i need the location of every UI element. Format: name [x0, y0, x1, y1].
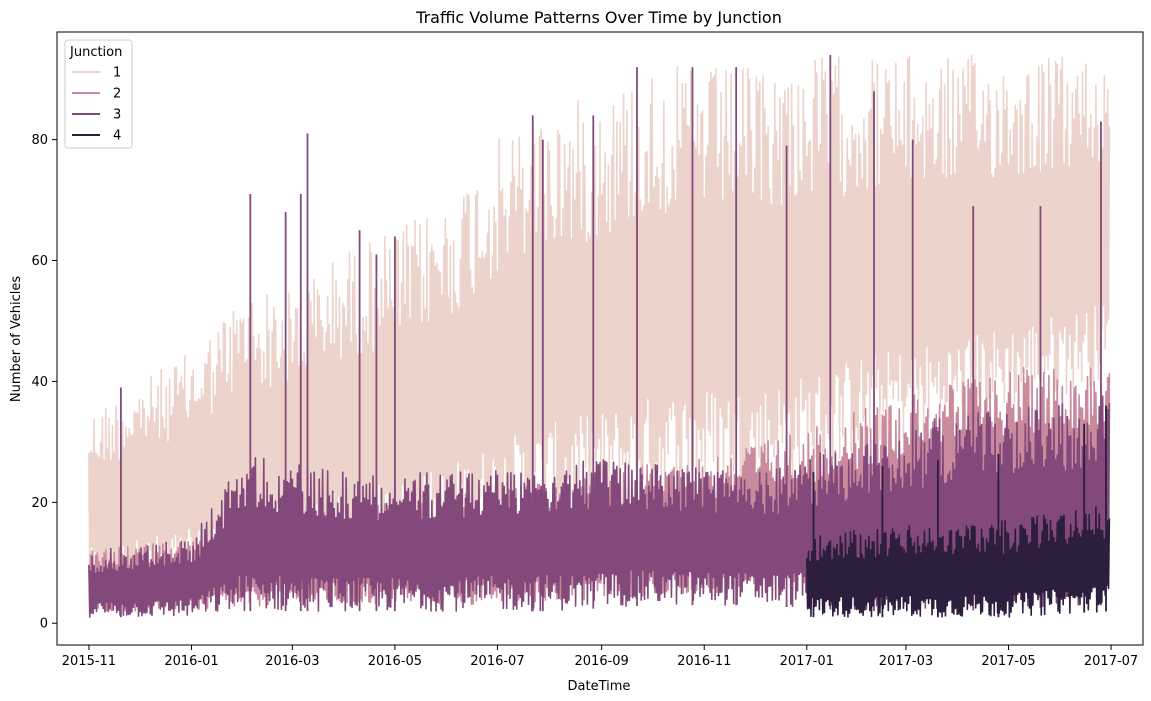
y-tick-label: 20 [31, 496, 48, 511]
series-line-junction-1 [88, 54, 1111, 588]
series-line-junction-4 [805, 506, 1111, 618]
x-tick-label: 2017-07 [1084, 654, 1138, 669]
series-line-junction-3 [88, 395, 1111, 618]
x-tick-label: 2016-09 [575, 654, 629, 669]
chart-title: Traffic Volume Patterns Over Time by Jun… [415, 8, 782, 27]
legend-label-junction-2: 2 [113, 87, 121, 102]
x-tick-label: 2017-01 [780, 654, 834, 669]
y-axis: 0 20 40 60 80 [31, 133, 57, 632]
x-tick-label: 2016-11 [677, 654, 731, 669]
y-axis-title: Number of Vehicles [9, 276, 24, 403]
series-layer [88, 54, 1111, 618]
y-tick-label: 0 [40, 617, 48, 632]
legend-label-junction-1: 1 [113, 66, 121, 81]
x-axis-title: DateTime [568, 679, 631, 694]
legend-label-junction-3: 3 [113, 108, 121, 123]
x-tick-label: 2017-05 [981, 654, 1035, 669]
x-tick-label: 2016-07 [470, 654, 524, 669]
x-tick-label: 2016-05 [368, 654, 422, 669]
legend: Junction 1 2 3 4 [64, 39, 133, 149]
x-tick-label: 2015-11 [62, 654, 116, 669]
y-tick-label: 40 [31, 375, 48, 390]
legend-label-junction-4: 4 [113, 129, 121, 144]
plot-frame [56, 31, 1144, 646]
y-tick-label: 80 [31, 133, 48, 148]
x-tick-label: 2016-01 [164, 654, 218, 669]
x-axis: 2015-11 2016-01 2016-03 2016-05 2016-07 2016-… [62, 645, 1138, 669]
legend-title: Junction [69, 45, 122, 60]
x-tick-label: 2017-03 [879, 654, 933, 669]
x-tick-label: 2016-03 [265, 654, 319, 669]
y-tick-label: 60 [31, 254, 48, 269]
